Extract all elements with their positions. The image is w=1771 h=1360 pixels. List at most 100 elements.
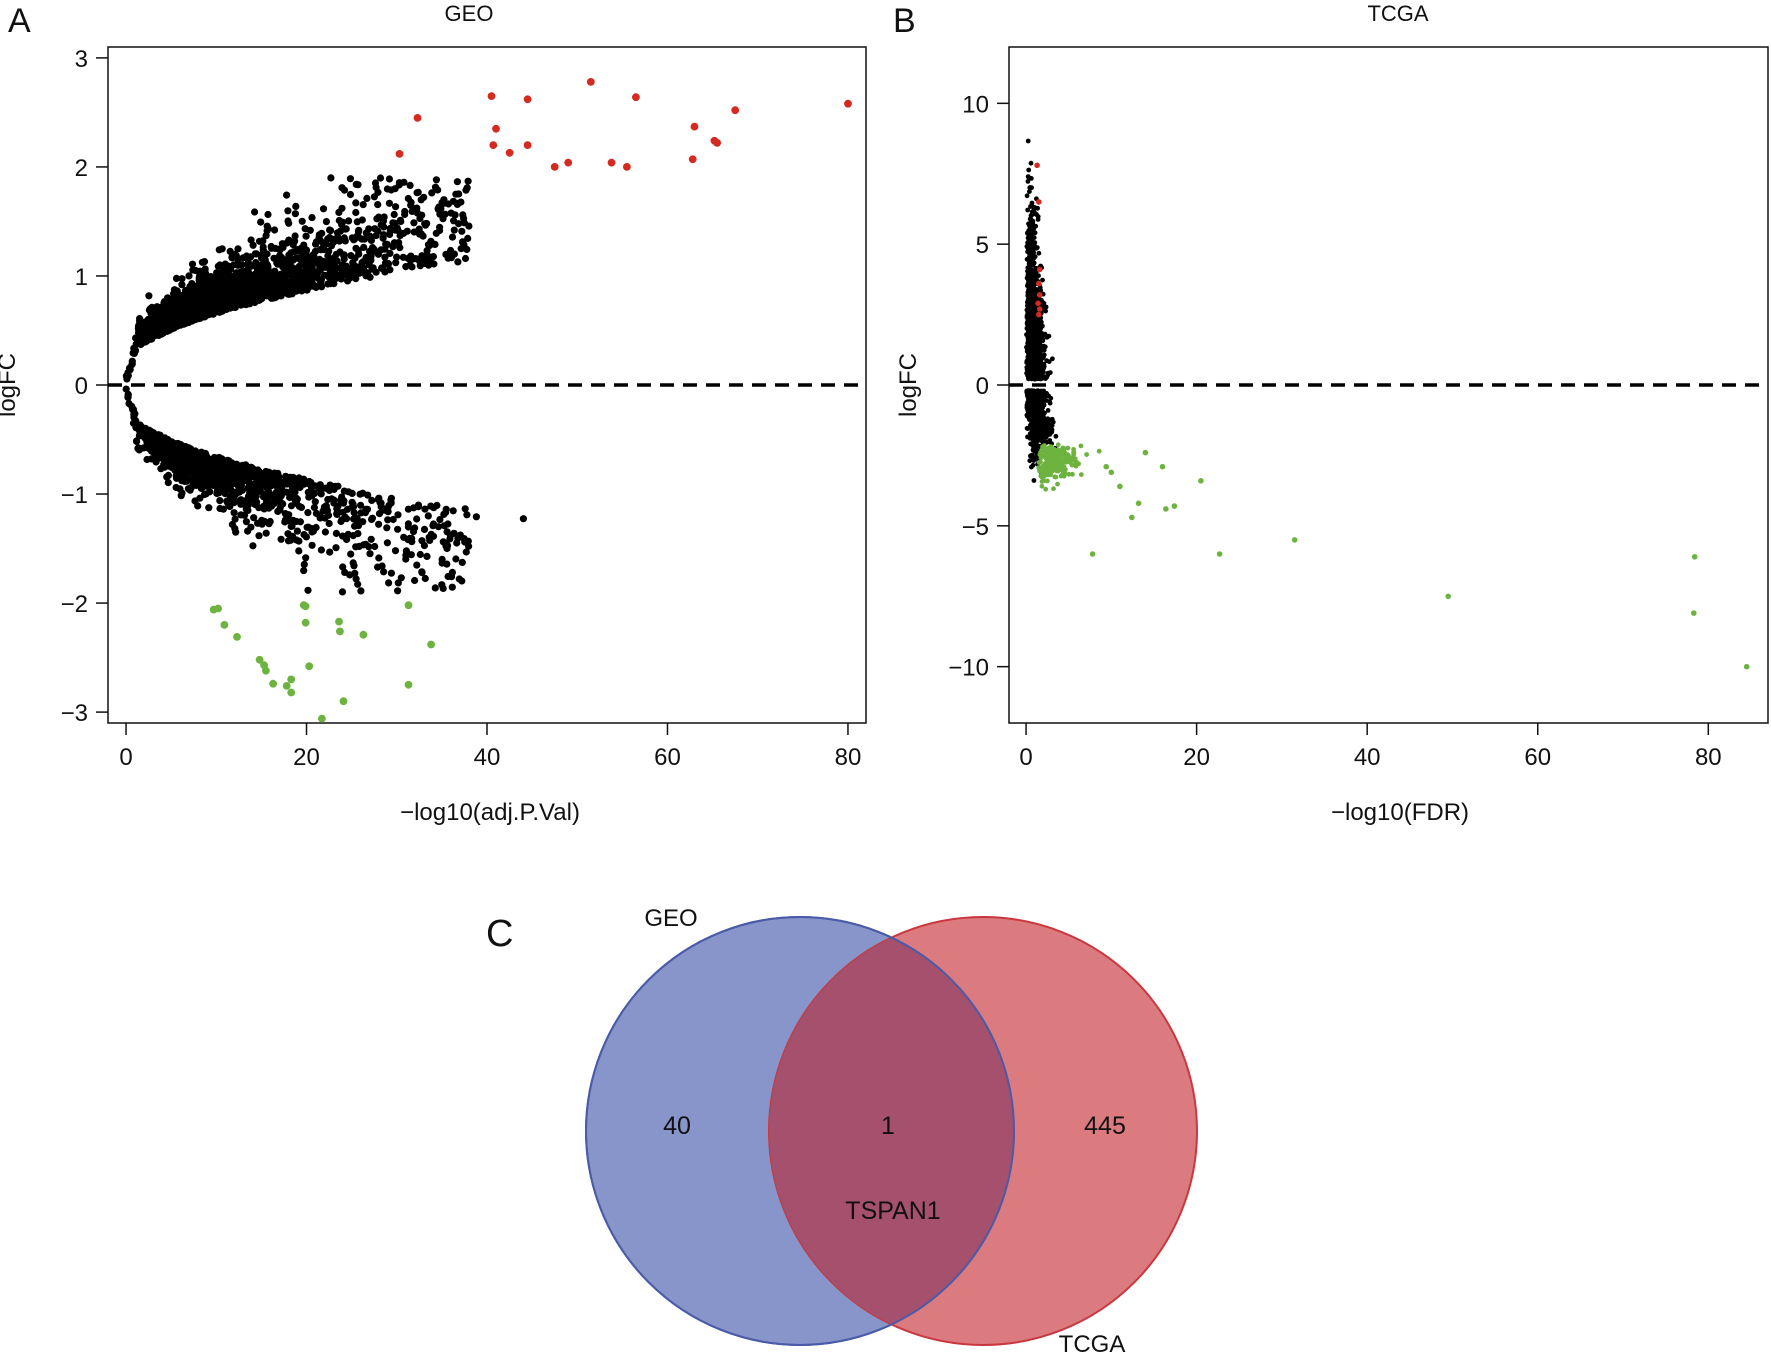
data-point-geo (288, 264, 296, 272)
data-point-geo (343, 505, 352, 513)
data-point-geo (330, 267, 338, 275)
data-point-geo (279, 278, 287, 286)
data-point-geo (148, 433, 156, 441)
data-point-geo (304, 586, 312, 594)
data-point-geo (368, 515, 376, 524)
data-point-tcga (1045, 408, 1051, 413)
data-point-geo (226, 471, 234, 479)
data-point-geo (385, 501, 393, 510)
data-point-tcga (1026, 306, 1032, 312)
data-point-down-tcga (1065, 445, 1071, 451)
data-point-geo (393, 253, 401, 261)
data-point-geo (442, 508, 450, 517)
data-point-down-tcga (1055, 481, 1060, 487)
data-point-tcga (1033, 265, 1039, 271)
data-point-geo (124, 390, 132, 398)
data-point-geo (125, 399, 133, 408)
data-point-down-geo (220, 621, 229, 629)
data-point-geo (464, 177, 472, 185)
data-point-geo (429, 520, 438, 528)
data-point-geo (258, 481, 266, 490)
data-point-geo (354, 580, 362, 588)
data-point-geo (290, 277, 298, 285)
data-point-geo (386, 230, 394, 239)
y-axis-label-tcga: logFC (895, 353, 922, 417)
data-point-geo (394, 511, 402, 519)
data-point-tcga (1034, 435, 1039, 441)
data-point-tcga (1025, 270, 1031, 276)
data-point-tcga (1040, 361, 1046, 367)
data-point-geo (332, 544, 340, 552)
data-point-geo (276, 483, 284, 491)
data-point-tcga (1041, 429, 1047, 435)
data-point-down-tcga (1103, 463, 1109, 470)
x-tick-label-geo: 20 (293, 744, 320, 771)
data-point-down-tcga (1070, 471, 1075, 477)
data-point-geo (157, 443, 165, 451)
data-point-geo (243, 290, 251, 299)
data-point-geo (196, 267, 204, 275)
data-point-geo (154, 315, 162, 323)
data-point-geo (339, 563, 347, 571)
data-point-tcga (1035, 214, 1041, 220)
venn-count-intersection: 1 (881, 1112, 895, 1140)
data-point-geo (231, 302, 239, 310)
data-point-geo (319, 205, 328, 213)
data-point-tcga (1039, 408, 1045, 414)
data-point-up-tcga (1036, 266, 1043, 273)
data-point-geo (397, 217, 405, 226)
data-point-geo (335, 237, 343, 245)
y-tick-label-geo: 1 (75, 264, 88, 291)
data-point-up-geo (844, 99, 852, 108)
data-point-geo (316, 246, 324, 254)
data-point-geo (374, 563, 382, 571)
data-point-geo (464, 537, 472, 545)
data-point-geo (252, 481, 260, 490)
data-point-geo (373, 215, 381, 223)
data-point-geo (213, 269, 221, 277)
data-point-tcga (1026, 175, 1032, 181)
data-point-geo (346, 571, 354, 579)
data-point-geo (185, 272, 193, 280)
y-tick-label-tcga: −10 (948, 655, 989, 682)
data-point-down-tcga (1042, 473, 1047, 479)
data-point-down-tcga (1048, 452, 1054, 457)
data-point-geo (460, 219, 468, 227)
data-point-down-geo (301, 618, 310, 627)
data-point-geo (272, 488, 280, 497)
data-point-geo (251, 500, 259, 509)
data-point-tcga (1027, 185, 1033, 190)
data-point-tcga (1029, 405, 1035, 411)
data-point-geo (298, 279, 306, 287)
data-point-geo (197, 484, 205, 492)
data-point-geo (365, 254, 373, 262)
data-point-geo (194, 502, 202, 510)
data-point-geo (159, 326, 167, 334)
data-point-tcga (1035, 353, 1041, 359)
data-point-geo (410, 219, 418, 227)
y-tick-label-geo: 0 (75, 373, 88, 400)
data-point-tcga (1026, 414, 1032, 420)
data-point-geo (352, 575, 360, 583)
data-point-down-tcga (1055, 442, 1061, 448)
data-point-geo (201, 281, 209, 289)
data-point-tcga (1050, 356, 1055, 362)
x-tick-label-tcga: 20 (1183, 744, 1210, 771)
data-point-tcga (1034, 287, 1040, 293)
data-point-geo (375, 554, 383, 562)
data-point-up-geo (487, 92, 496, 100)
data-point-geo (261, 256, 269, 264)
data-point-geo (447, 573, 456, 581)
data-point-geo (230, 509, 238, 517)
data-point-tcga (1044, 334, 1050, 340)
data-point-geo (310, 503, 318, 512)
data-point-geo (372, 232, 380, 240)
x-axis-label-tcga: −log10(FDR) (1331, 799, 1469, 826)
data-point-geo (374, 201, 382, 209)
data-point-geo (229, 461, 237, 469)
data-point-geo (345, 217, 353, 225)
data-point-down-geo (305, 662, 314, 671)
data-point-tcga (1044, 431, 1050, 437)
